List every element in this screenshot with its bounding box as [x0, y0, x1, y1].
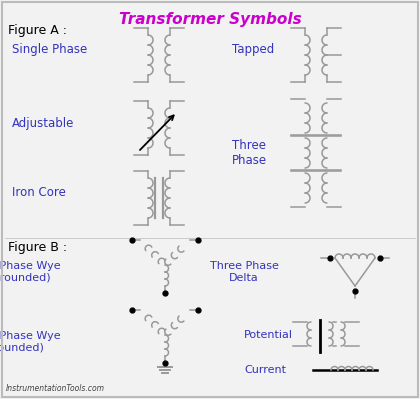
Text: Three Phase Wye
(Ungrounded): Three Phase Wye (Ungrounded) [0, 261, 60, 283]
Text: Potential: Potential [244, 330, 293, 340]
Text: Iron Core: Iron Core [12, 186, 66, 200]
Text: Current: Current [244, 365, 286, 375]
Text: Tapped: Tapped [232, 43, 274, 57]
Text: Transformer Symbols: Transformer Symbols [118, 12, 302, 27]
Text: Figure A :: Figure A : [8, 24, 67, 37]
Text: Adjustable: Adjustable [12, 117, 74, 130]
Text: Three Phase
Delta: Three Phase Delta [210, 261, 278, 283]
Text: Single Phase: Single Phase [12, 43, 87, 57]
Text: Three Phase Wye
(Grounded): Three Phase Wye (Grounded) [0, 331, 60, 353]
Text: Three
Phase: Three Phase [232, 139, 267, 167]
Text: Figure B :: Figure B : [8, 241, 67, 254]
Text: InstrumentationTools.com: InstrumentationTools.com [6, 384, 105, 393]
